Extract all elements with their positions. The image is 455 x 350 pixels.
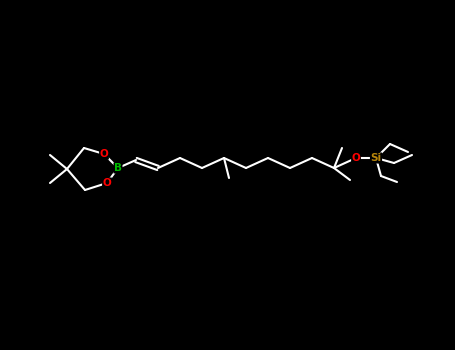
Text: B: B [114,163,122,173]
Text: O: O [352,153,360,163]
Text: O: O [100,149,108,159]
Text: Si: Si [370,153,382,163]
Text: O: O [103,178,111,188]
